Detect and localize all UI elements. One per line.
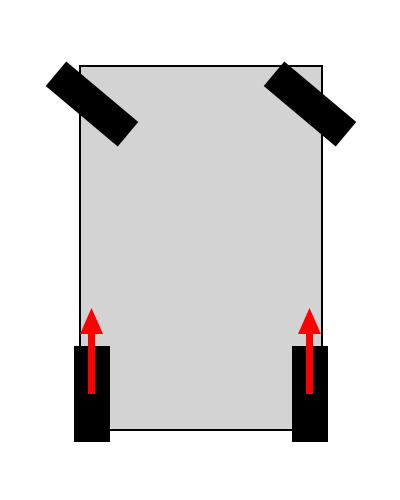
front-left-wheel (45, 61, 139, 147)
rear-right-drive-arrow-icon (298, 308, 321, 394)
rear-left-drive-arrow-icon (80, 308, 103, 394)
front-right-wheel (263, 61, 357, 147)
